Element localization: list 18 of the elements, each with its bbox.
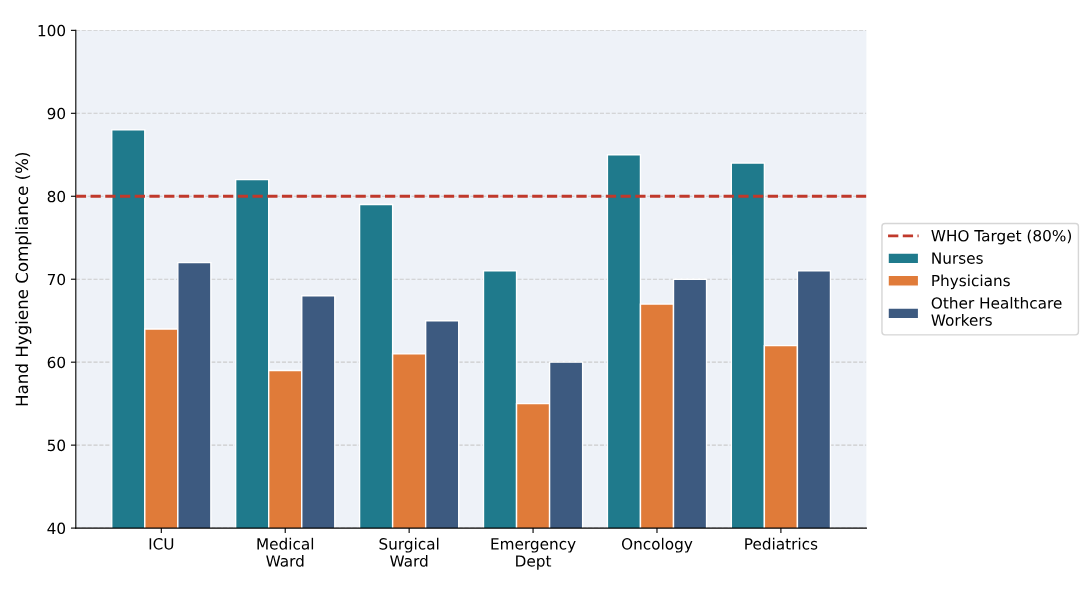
x-tick-label: Pediatrics	[745, 537, 818, 550]
y-tick-label: 60	[47, 356, 66, 369]
x-tick-label: Emergency Dept	[491, 538, 576, 570]
y-tick-label: 80	[47, 190, 66, 203]
y-tick-label: 70	[47, 273, 66, 286]
x-tick-label: Medical Ward	[257, 537, 314, 567]
y-tick-label: 90	[47, 107, 66, 120]
y-tick-label: 100	[38, 24, 66, 37]
legend-label: Nurses	[932, 252, 983, 264]
y-axis-title: Hand Hygiene Compliance (%)	[15, 152, 32, 406]
legend-label: Other Healthcare Workers	[931, 296, 1062, 326]
y-tick-label: 50	[47, 439, 66, 452]
x-tick-label: ICU	[149, 538, 174, 550]
legend-label: Physicians	[932, 274, 1010, 290]
x-tick-label: Oncology	[621, 537, 693, 553]
y-tick-label: 40	[47, 522, 66, 535]
legend-label: WHO Target (80%)	[931, 229, 1072, 245]
x-tick-label: Surgical Ward	[379, 537, 439, 567]
